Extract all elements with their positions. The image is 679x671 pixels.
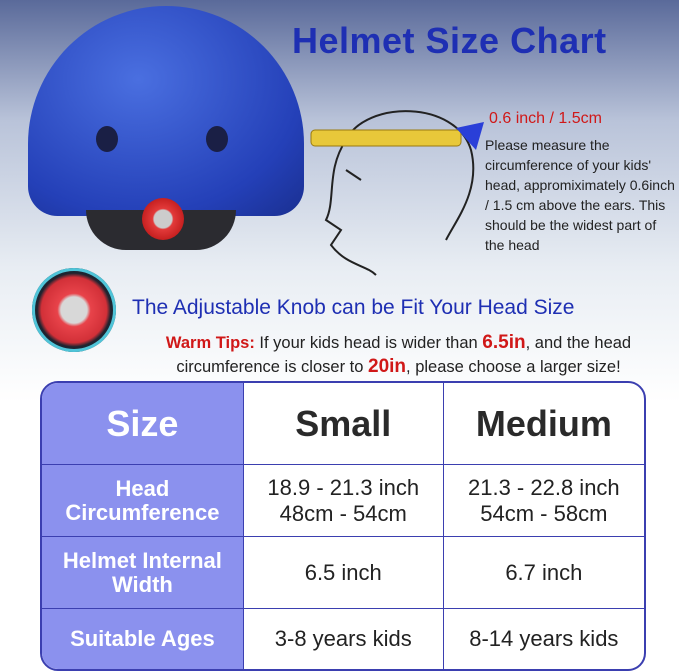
table-row: Suitable Ages 3-8 years kids 8-14 years …	[42, 609, 644, 669]
cell-medium: 21.3 - 22.8 inch 54cm - 58cm	[443, 465, 644, 537]
header-size: Size	[42, 383, 244, 465]
measure-offset-label: 0.6 inch / 1.5cm	[489, 110, 602, 127]
table-row: Helmet Internal Width 6.5 inch 6.7 inch	[42, 537, 644, 609]
cell-line: 48cm - 54cm	[279, 500, 407, 526]
knob-heading: The Adjustable Knob can be Fit Your Head…	[132, 296, 575, 319]
cell-small: 6.5 inch	[243, 537, 444, 609]
row-label: Helmet Internal Width	[42, 537, 244, 609]
tips-label: Warm Tips:	[165, 334, 255, 352]
header-medium: Medium	[443, 383, 644, 465]
tips-circumference: 20in	[368, 356, 407, 377]
cell-small: 3-8 years kids	[244, 609, 444, 669]
adjust-knob-image	[142, 198, 184, 240]
cell-line: 18.9 - 21.3 inch	[267, 474, 420, 500]
cell-medium: 8-14 years kids	[469, 626, 619, 651]
head-measure-illustration	[310, 110, 484, 276]
size-table: Size Small Medium Head Circumference 18.…	[40, 381, 646, 671]
row-label: Suitable Ages	[42, 609, 244, 669]
cell-line: 54cm - 58cm	[480, 500, 608, 526]
header-small: Small	[243, 383, 444, 465]
helmet-image	[28, 6, 304, 216]
tips-width: 6.5in	[482, 332, 526, 353]
row-label: Head Circumference	[42, 465, 244, 537]
cell-medium: 6.7 inch	[443, 537, 644, 609]
helmet-vent	[96, 126, 118, 152]
cell-line: 21.3 - 22.8 inch	[468, 474, 620, 500]
tips-text: , and the head circumference is closer t…	[176, 334, 632, 376]
warm-tips: Warm Tips: If your kids head is wider th…	[126, 331, 671, 379]
helmet-vent	[206, 126, 228, 152]
tips-text: If your kids head is wider than	[254, 334, 483, 352]
tips-text: , please choose a larger size!	[406, 358, 621, 376]
table-header-row: Size Small Medium	[42, 383, 644, 465]
page-title: Helmet Size Chart	[292, 20, 607, 61]
knob-closeup-image	[32, 268, 116, 352]
measure-instructions: Please measure the circumference of your…	[485, 137, 675, 253]
cell-small: 18.9 - 21.3 inch 48cm - 54cm	[243, 465, 444, 537]
table-row: Head Circumference 18.9 - 21.3 inch 48cm …	[42, 465, 644, 537]
